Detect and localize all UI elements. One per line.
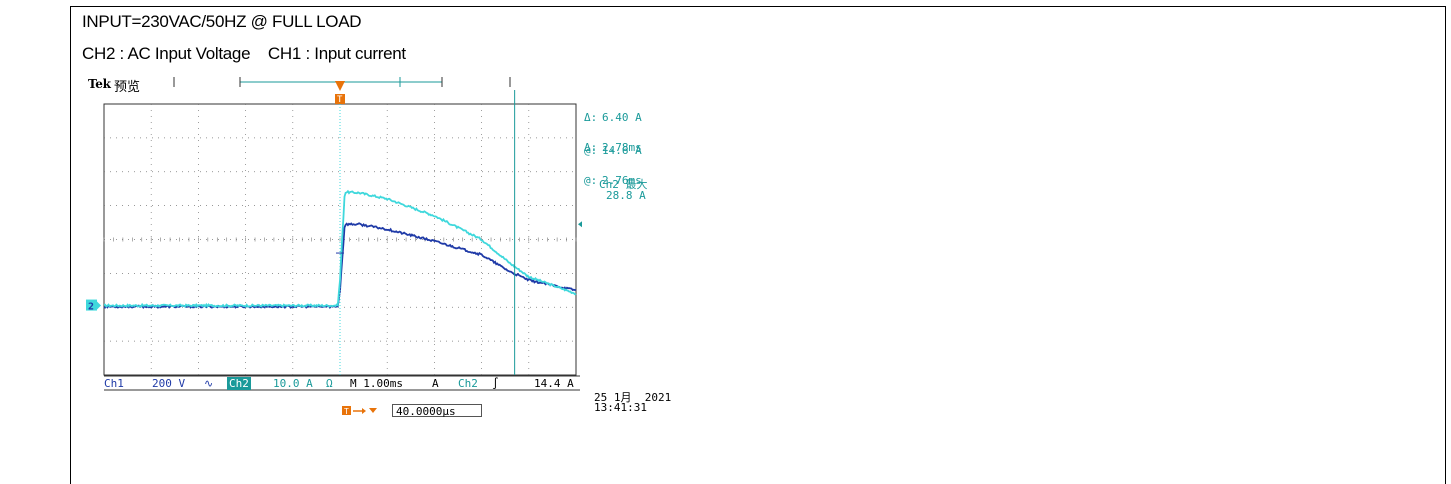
trigger-position-icon: T (342, 406, 377, 416)
trigger-marker-letter: T (337, 95, 343, 105)
ch2-ground-marker-label: 2 (88, 302, 94, 313)
markers: T2 (86, 81, 582, 391)
waveform-plot: T2 (86, 77, 582, 391)
graticule (103, 103, 577, 376)
trigger-position-value: 40.0000µs (392, 404, 482, 418)
caption-channels: CH2 : AC Input Voltage CH1 : Input curre… (82, 44, 406, 63)
ch1-coupling-icon: ∿ (204, 377, 214, 390)
measurement-label: Ch2 最大 (599, 178, 648, 191)
ch1-scale: 200 V (152, 377, 186, 390)
cursor-delta-amplitude: 6.40 A (602, 111, 642, 124)
capture-date: 25 1月 2021 (594, 391, 672, 404)
cursor-readout-time: Δ: 2.78ms @: 2.76ms (584, 120, 642, 208)
cursor-at-time: 2.76ms (602, 174, 642, 187)
trace-ch2 (103, 189, 577, 309)
ch2-units: Ω (326, 377, 333, 390)
status-bar: Ch1 200 V ∿ Ch2 10.0 A Ω M 1.00ms A Ch2 … (102, 377, 578, 390)
trigger-level: 14.4 A (534, 377, 574, 390)
capture-datetime: 25 1月 2021 13:41:31 (594, 391, 672, 414)
delta-symbol: Δ: (584, 141, 598, 154)
capture-time: 13:41:31 (594, 401, 647, 414)
caption-input-condition: INPUT=230VAC/50HZ @ FULL LOAD (82, 12, 362, 31)
trigger-source: Ch2 (458, 377, 478, 390)
at-symbol: @: (584, 174, 598, 187)
trigger-level-icon (578, 221, 582, 228)
table-top-border (70, 6, 1445, 7)
trigger-marker-icon (335, 94, 345, 104)
trigger-arrow-icon (335, 81, 345, 91)
at-symbol: @: (584, 144, 598, 157)
ch2-ground-arrow-icon (97, 301, 101, 310)
trigger-position: T 40.0000µs (340, 404, 482, 418)
timebase: M 1.00ms (350, 377, 403, 390)
table-right-border (1445, 6, 1446, 484)
cursor-readout-amplitude: Δ: 6.40 A @: 14.6 A (584, 90, 642, 178)
ch2-scale: 10.0 A (273, 377, 313, 390)
table-left-border (70, 6, 71, 484)
delta-symbol: Δ: (584, 111, 598, 124)
trigger-position-icon-letter: T (344, 407, 349, 416)
trigger-slope-icon: ∫ (492, 377, 499, 390)
acquisition-indicator: A (432, 377, 439, 390)
ch2-label: Ch2 (227, 377, 251, 390)
ch2-ground-marker-icon (86, 299, 97, 311)
measurement-value: 28.8 A (606, 189, 646, 202)
acquisition-mode: 预览 (114, 79, 141, 94)
tek-logo: Tek (88, 77, 111, 91)
cursor-delta-time: 2.78ms (602, 141, 642, 154)
cursor-at-amplitude: 14.6 A (602, 144, 642, 157)
ch1-label: Ch1 (104, 377, 124, 390)
